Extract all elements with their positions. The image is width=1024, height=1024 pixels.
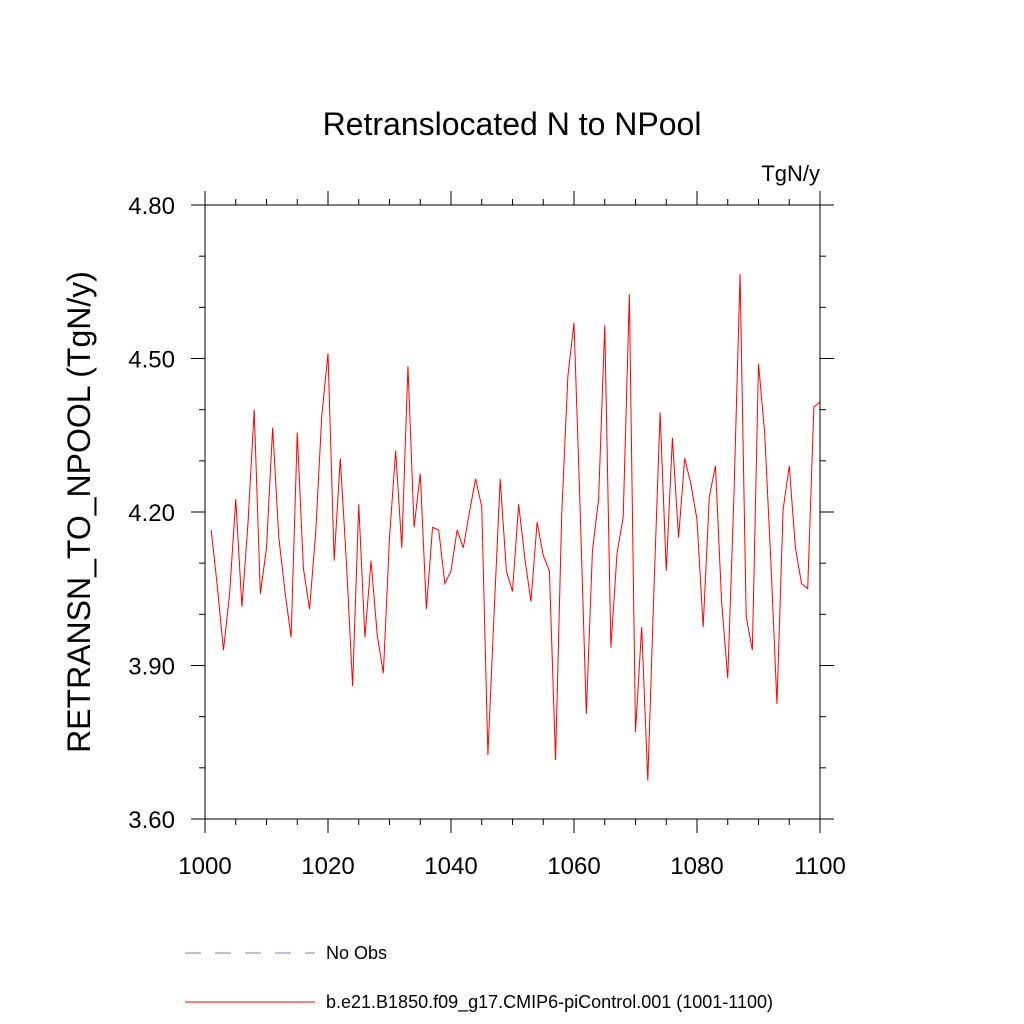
x-tick-label: 1060 — [547, 853, 600, 880]
legend-label-model: b.e21.B1850.f09_g17.CMIP6-piControl.001 … — [326, 992, 773, 1013]
x-tick-label: 1100 — [794, 853, 846, 880]
y-tick-label: 4.20 — [128, 500, 175, 527]
axis-ticks — [191, 191, 834, 833]
y-tick-label: 4.50 — [128, 347, 175, 374]
y-tick-labels: 3.60 3.90 4.20 4.50 4.80 — [128, 193, 175, 834]
plot-frame — [204, 204, 821, 820]
x-tick-label: 1020 — [301, 853, 354, 880]
series-group — [210, 274, 821, 781]
x-tick-label: 1080 — [670, 853, 723, 880]
x-tick-label: 1000 — [178, 853, 231, 880]
y-tick-label: 4.80 — [128, 193, 175, 220]
y-tick-label: 3.60 — [128, 807, 175, 834]
chart-title: Retranslocated N to NPool — [323, 106, 702, 142]
x-tick-labels: 1000 1020 1040 1060 1080 1100 — [178, 853, 846, 880]
y-axis-label: RETRANSN_TO_NPOOL (TgN/y) — [61, 271, 97, 753]
units-label: TgN/y — [761, 161, 820, 186]
y-tick-label: 3.90 — [128, 654, 175, 681]
legend-label-no-obs: No Obs — [326, 943, 387, 963]
x-tick-label: 1040 — [424, 853, 477, 880]
series-line — [210, 274, 821, 781]
legend: No Obs b.e21.B1850.f09_g17.CMIP6-piContr… — [185, 943, 773, 1013]
